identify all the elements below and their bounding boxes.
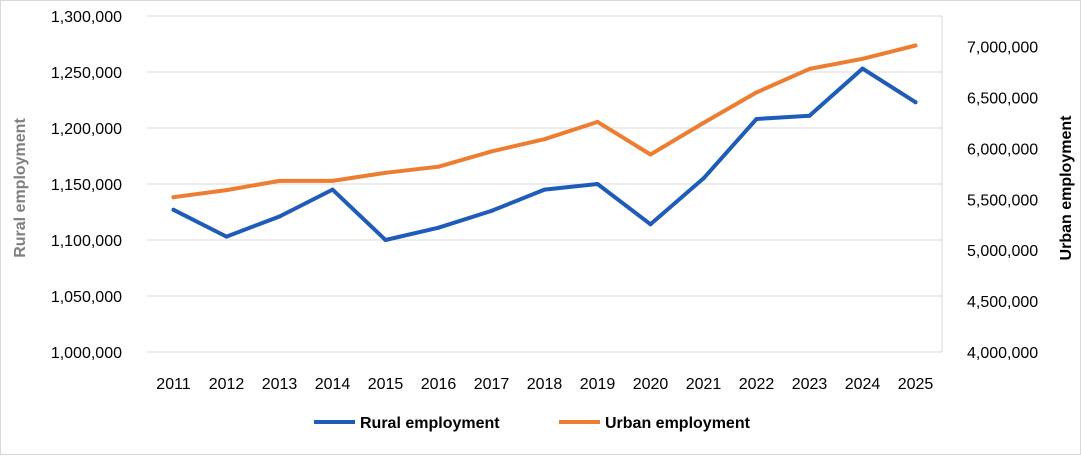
tick-labels: 1,000,000 1,050,000 1,100,000 1,150,000 1,20… (51, 9, 1038, 393)
data-point-rural-employment (860, 66, 865, 71)
legend: Rural employment Urban employment (314, 415, 751, 432)
data-point-rural-employment (595, 182, 600, 186)
y-right-tick-label: 5,000,000 (967, 243, 1038, 260)
data-point-rural-employment (489, 208, 494, 213)
x-tick-label: 2022 (739, 376, 775, 393)
y-right-tick-label: 6,000,000 (967, 141, 1038, 158)
y-left-tick-label: 1,000,000 (51, 345, 122, 362)
data-point-rural-employment (436, 225, 441, 230)
y-right-tick-label: 4,500,000 (967, 294, 1038, 311)
x-tick-label: 2023 (792, 376, 828, 393)
x-tick-label: 2014 (315, 376, 351, 393)
y-left-tick-label: 1,100,000 (51, 233, 122, 250)
data-point-urban-employment (436, 164, 441, 169)
data-point-urban-employment (224, 188, 229, 193)
y-axis-left-title: Rural employment (12, 118, 29, 258)
data-point-urban-employment (171, 195, 176, 200)
y-right-tick-label: 7,000,000 (967, 40, 1038, 57)
x-tick-label: 2021 (686, 376, 722, 393)
y-left-tick-label: 1,050,000 (51, 289, 122, 306)
axes (147, 16, 943, 353)
y-left-tick-label: 1,300,000 (51, 9, 122, 26)
data-point-rural-employment (383, 238, 388, 242)
series-line-rural-employment (171, 66, 918, 242)
y-right-tick-label: 4,000,000 (967, 345, 1038, 362)
data-point-rural-employment (224, 234, 229, 239)
data-point-urban-employment (277, 178, 282, 183)
x-tick-label: 2015 (368, 376, 404, 393)
legend-label-rural: Rural employment (360, 415, 500, 432)
gridlines (147, 15, 942, 297)
data-point-rural-employment (330, 187, 335, 192)
y-left-tick-label: 1,150,000 (51, 177, 122, 194)
data-point-rural-employment (701, 176, 706, 181)
data-point-urban-employment (807, 66, 812, 71)
data-point-urban-employment (383, 170, 388, 175)
data-point-urban-employment (701, 120, 706, 125)
x-tick-label: 2019 (580, 376, 616, 393)
y-left-tick-label: 1,250,000 (51, 65, 122, 82)
x-tick-label: 2017 (474, 376, 510, 393)
data-point-rural-employment (807, 113, 812, 118)
data-point-urban-employment (648, 152, 653, 157)
data-point-urban-employment (754, 90, 759, 95)
y-axis-right-title: Urban employment (1058, 115, 1075, 261)
data-point-urban-employment (330, 178, 335, 183)
x-tick-label: 2025 (898, 376, 934, 393)
data-point-rural-employment (542, 187, 547, 192)
y-right-tick-label: 5,500,000 (967, 192, 1038, 209)
data-point-rural-employment (913, 100, 918, 105)
data-point-rural-employment (277, 214, 282, 219)
data-point-urban-employment (913, 43, 918, 48)
data-point-rural-employment (648, 222, 653, 227)
x-tick-label: 2011 (156, 376, 191, 393)
x-tick-label: 2013 (262, 376, 298, 393)
data-point-urban-employment (860, 56, 865, 61)
data-point-rural-employment (754, 117, 759, 121)
data-point-rural-employment (171, 207, 176, 212)
x-tick-label: 2012 (209, 376, 245, 393)
x-tick-label: 2018 (527, 376, 563, 393)
x-tick-label: 2020 (633, 376, 669, 393)
x-tick-label: 2016 (421, 376, 457, 393)
series-line-urban-employment (171, 43, 918, 200)
data-point-urban-employment (489, 149, 494, 154)
y-right-tick-label: 6,500,000 (967, 90, 1038, 107)
data-point-urban-employment (595, 119, 600, 124)
legend-label-urban: Urban employment (605, 415, 751, 432)
y-left-tick-label: 1,200,000 (51, 121, 122, 138)
series-lines (171, 43, 918, 242)
data-point-urban-employment (542, 137, 547, 142)
x-tick-label: 2024 (845, 376, 881, 393)
